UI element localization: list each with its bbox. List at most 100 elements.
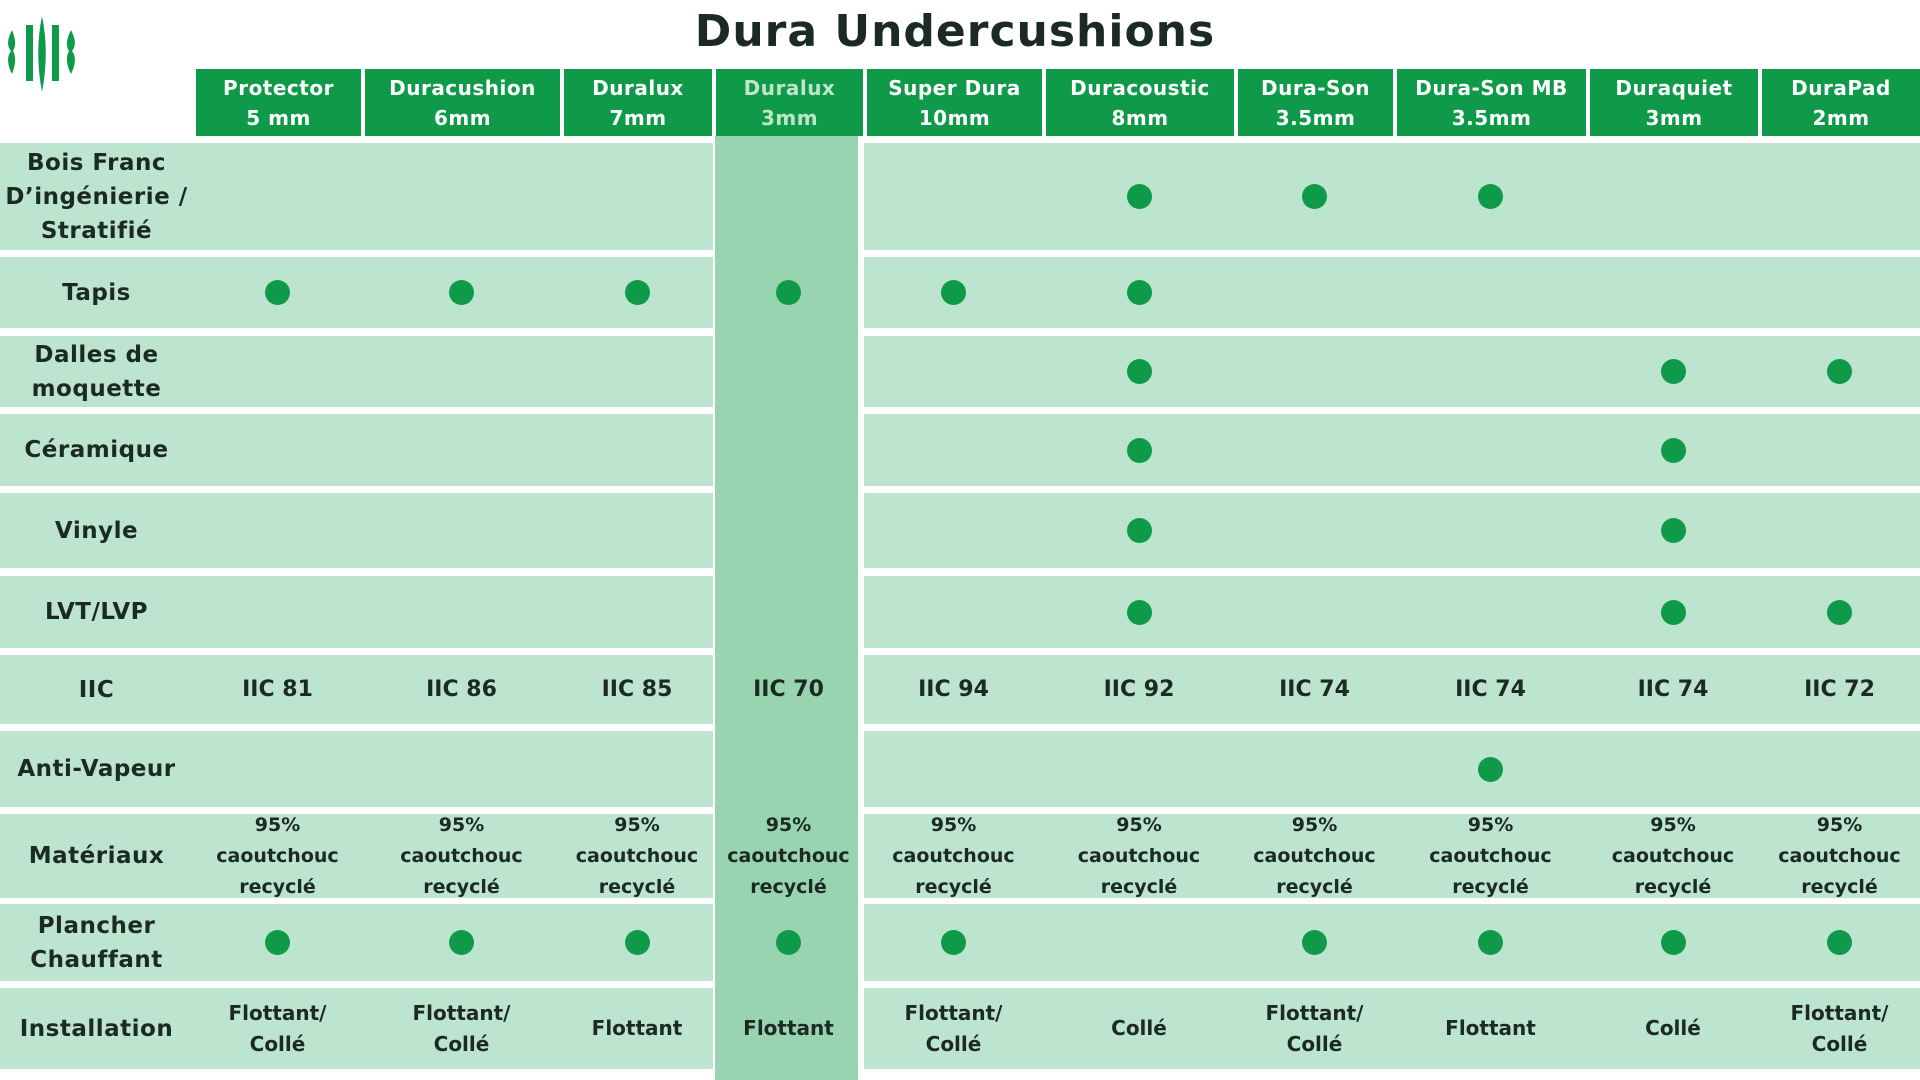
text-line: recyclé <box>598 875 676 898</box>
text-line: Bois Franc <box>26 149 167 176</box>
table-cell: IIC 92 <box>1043 655 1235 724</box>
check-dot-icon <box>941 280 966 305</box>
text-line: Plancher <box>37 912 156 939</box>
text-line: Flottant <box>591 1016 683 1040</box>
table-cell: Collé <box>1043 988 1235 1069</box>
column-header: Protector 5 mm <box>196 69 361 136</box>
check-dot-icon <box>1827 359 1852 384</box>
table-cell <box>1759 257 1920 328</box>
table-cell <box>1235 143 1394 250</box>
column-header: Duralux 7mm <box>564 69 712 136</box>
table-cell <box>1043 257 1235 328</box>
table-cell <box>1394 336 1587 407</box>
table-cell: 95% caoutchouc recyclé <box>362 814 561 898</box>
table-row: Installation Flottant/Collé Flottant/Collé… <box>0 988 1920 1069</box>
table-cell: 95% caoutchouc recyclé <box>713 814 864 898</box>
text-line: 95% <box>614 813 660 836</box>
table-cell <box>193 414 362 486</box>
check-dot-icon <box>1478 930 1503 955</box>
column-header: Super Dura 10mm <box>867 69 1042 136</box>
text-line: recyclé <box>1634 875 1712 898</box>
table-cell: 95% caoutchouc recyclé <box>1759 814 1920 898</box>
table-cell <box>1587 493 1759 568</box>
check-dot-icon <box>265 280 290 305</box>
table-cell <box>864 336 1043 407</box>
table-cell <box>1587 576 1759 648</box>
row-label: Plancher Chauffant <box>0 904 193 981</box>
table-cell <box>1043 143 1235 250</box>
check-dot-icon <box>1660 359 1686 384</box>
table-cell <box>561 336 713 407</box>
table-row: Bois Franc D’ingénierie / Stratifié <box>0 143 1920 250</box>
table-cell: IIC 74 <box>1394 655 1587 724</box>
text-line: caoutchouc <box>575 844 699 867</box>
table-cell: Flottant/Collé <box>362 988 561 1069</box>
table-cell: IIC 74 <box>1235 655 1394 724</box>
text-line: Flottant/ <box>228 1000 327 1025</box>
table-cell <box>1759 576 1920 648</box>
text-line: Stratifié <box>40 217 153 244</box>
row-label: IIC <box>0 655 193 724</box>
table-cell <box>193 904 362 981</box>
text-line: caoutchouc <box>1253 844 1376 867</box>
text-line: Vinyle <box>54 517 139 544</box>
check-dot-icon <box>449 930 474 955</box>
text-line: Collé <box>1645 1016 1701 1040</box>
table-cell <box>362 336 561 407</box>
check-dot-icon <box>1827 930 1852 955</box>
table-cell <box>1759 493 1920 568</box>
table-row: Matériaux 95% caoutchouc recyclé 95% caoutcho… <box>0 814 1920 898</box>
text-line: Flottant <box>1445 1016 1536 1040</box>
table-cell: IIC 81 <box>193 655 362 724</box>
check-dot-icon <box>1660 599 1686 625</box>
text-line: 10mm <box>918 105 991 130</box>
table-cell <box>713 414 864 486</box>
table-cell <box>362 493 561 568</box>
row-label: Installation <box>0 988 193 1069</box>
row-label: Bois Franc D’ingénierie / Stratifié <box>0 143 193 250</box>
table-row: Vinyle <box>0 493 1920 568</box>
text-line: moquette <box>31 375 162 402</box>
check-dot-icon <box>624 280 650 305</box>
check-dot-icon <box>624 930 650 955</box>
text-line: 2mm <box>1812 105 1870 130</box>
table-cell <box>713 143 864 250</box>
text-line: IIC 94 <box>918 677 989 702</box>
table-cell <box>1043 731 1235 807</box>
text-line: Installation <box>19 1015 174 1042</box>
table-cell <box>864 576 1043 648</box>
text-line: Céramique <box>24 437 169 463</box>
text-line: 5 mm <box>246 105 311 130</box>
check-dot-icon <box>449 280 474 305</box>
text-line: 95% <box>765 813 812 836</box>
table-cell <box>561 257 713 328</box>
text-line: Flottant/ <box>412 1000 511 1025</box>
text-line: IIC 74 <box>1637 677 1709 702</box>
text-line: Dalles de <box>34 341 159 368</box>
table-row: Dalles de moquette <box>0 336 1920 407</box>
text-line: Collé <box>249 1031 306 1056</box>
table-cell <box>1235 257 1394 328</box>
text-line: Collé <box>1286 1031 1343 1056</box>
text-line: Flottant/ <box>1790 1000 1889 1025</box>
table-cell <box>193 257 362 328</box>
check-dot-icon <box>1126 437 1152 463</box>
check-dot-icon <box>1478 756 1503 782</box>
table-cell <box>1235 493 1394 568</box>
table-cell: 95% caoutchouc recyclé <box>1043 814 1235 898</box>
check-dot-icon <box>1660 437 1686 463</box>
table-cell <box>1587 904 1759 981</box>
text-line: Chauffant <box>30 946 163 973</box>
check-dot-icon <box>776 280 801 305</box>
table-cell <box>561 143 713 250</box>
text-line: IIC 81 <box>242 677 313 702</box>
table-row: Céramique <box>0 414 1920 486</box>
check-dot-icon <box>1827 599 1852 625</box>
table-cell <box>1759 414 1920 486</box>
text-line: Flottant/ <box>904 1000 1003 1025</box>
check-dot-icon <box>1302 184 1327 209</box>
table-cell <box>193 336 362 407</box>
table-cell <box>362 143 561 250</box>
check-dot-icon <box>1126 518 1152 543</box>
table-cell: Flottant <box>561 988 713 1069</box>
